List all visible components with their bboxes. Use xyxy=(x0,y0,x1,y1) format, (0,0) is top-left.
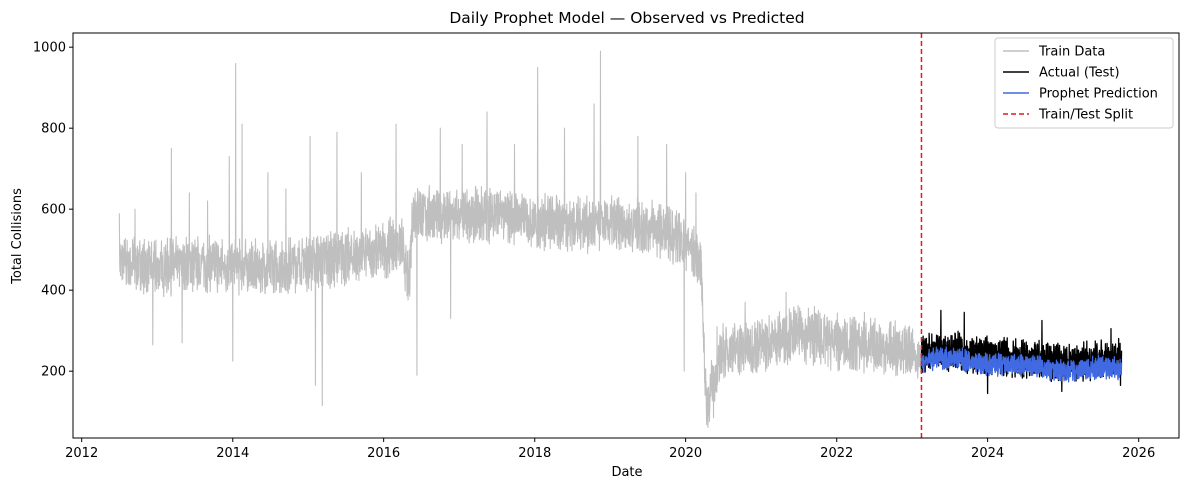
legend-label: Train Data xyxy=(1038,45,1105,60)
legend-label: Train/Test Split xyxy=(1038,108,1133,123)
plot-frame xyxy=(72,32,1180,439)
y-tick-label: 800 xyxy=(41,122,66,137)
y-tick-label: 400 xyxy=(41,284,66,299)
series-line-3 xyxy=(920,346,1123,383)
legend-box xyxy=(994,37,1174,129)
x-tick-label: 2020 xyxy=(669,446,702,461)
x-tick-label: 2012 xyxy=(65,446,98,461)
x-tick-label: 2026 xyxy=(1122,446,1155,461)
x-tick-label: 2022 xyxy=(820,446,853,461)
legend: Train Data Actual (Test) Prophet Predictio… xyxy=(994,37,1174,129)
x-axis-title: Date xyxy=(611,465,642,480)
y-tick-label: 200 xyxy=(41,365,66,380)
x-tick-label: 2018 xyxy=(518,446,551,461)
x-axis: 2012 2014 2016 2018 2020 2022 2024 2026 xyxy=(65,438,1155,461)
plot-area xyxy=(118,33,1123,438)
x-tick-label: 2016 xyxy=(367,446,400,461)
y-tick-label: 600 xyxy=(41,203,66,218)
y-axis: 200 400 600 800 1000 xyxy=(33,41,73,380)
x-tick-label: 2014 xyxy=(216,446,249,461)
y-axis-title: Total Collisions xyxy=(10,188,25,285)
y-tick-label: 1000 xyxy=(33,41,66,56)
x-tick-label: 2024 xyxy=(971,446,1004,461)
chart-title: Daily Prophet Model — Observed vs Predic… xyxy=(449,9,804,27)
series-line-1 xyxy=(118,50,923,429)
legend-label: Prophet Prediction xyxy=(1039,87,1158,102)
legend-label: Actual (Test) xyxy=(1039,66,1120,81)
